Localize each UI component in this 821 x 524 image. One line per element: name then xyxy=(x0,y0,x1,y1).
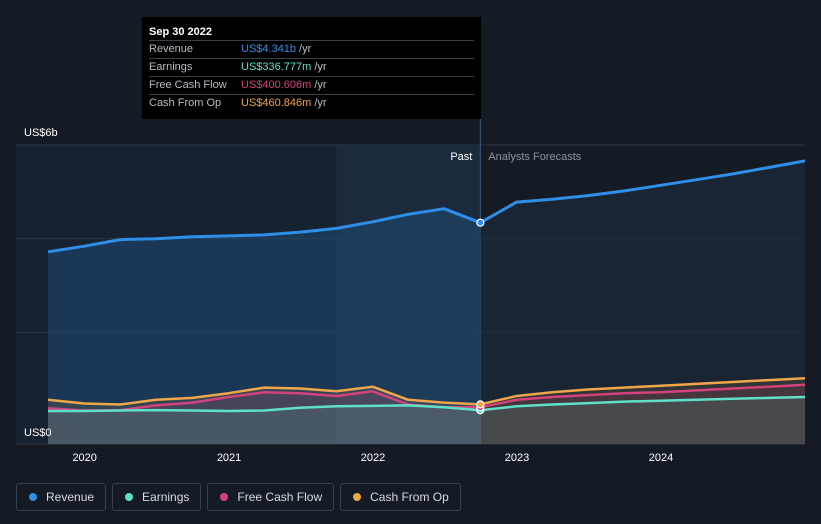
tooltip-unit: /yr xyxy=(299,43,312,55)
legend-dot-icon xyxy=(353,493,362,501)
legend-label: Cash From Op xyxy=(370,490,449,504)
chart-legend: Revenue Earnings Free Cash Flow Cash Fro… xyxy=(16,483,461,511)
series-line-earnings xyxy=(48,395,806,413)
legend-label: Free Cash Flow xyxy=(237,490,323,504)
revenue-area-forecast xyxy=(480,160,805,444)
tooltip-unit: /yr xyxy=(314,97,327,109)
tooltip-value: US$460.846m xyxy=(241,97,312,109)
series-line-revenue xyxy=(47,159,806,254)
legend-dot-icon xyxy=(220,493,229,501)
tooltip-row-free-cash-flow: Free Cash Flow US$400.606m /yr xyxy=(149,76,474,94)
legend-dot-icon xyxy=(29,493,37,501)
tooltip-row-cash-from-op: Cash From Op US$460.846m /yr xyxy=(149,94,474,112)
series-area-earnings xyxy=(48,397,805,444)
point-marker-revenue xyxy=(476,218,485,227)
tooltip-unit: /yr xyxy=(314,79,327,91)
tooltip-value: US$4.341b xyxy=(241,43,297,55)
revenue-area-past xyxy=(48,208,481,444)
point-marker-cash-from-op xyxy=(476,400,485,409)
tooltip-unit: /yr xyxy=(314,61,327,73)
tooltip-label: Earnings xyxy=(149,61,193,73)
forecast-label: Analysts Forecasts xyxy=(488,151,581,163)
legend-dot-icon xyxy=(125,493,134,501)
tooltip-value: US$400.606m xyxy=(241,79,312,91)
tooltip-row-earnings: Earnings US$336.777m /yr xyxy=(149,58,474,76)
x-tick-label: 2023 xyxy=(505,452,529,464)
y-axis-min-label: US$0 xyxy=(24,427,52,439)
tooltip-label: Free Cash Flow xyxy=(149,79,227,91)
series-line-cash-from-op xyxy=(47,376,806,406)
x-tick-label: 2020 xyxy=(72,452,96,464)
series-area-free-cash-flow xyxy=(48,384,805,444)
legend-item-free-cash-flow[interactable]: Free Cash Flow xyxy=(207,483,335,511)
legend-item-cash-from-op[interactable]: Cash From Op xyxy=(340,483,461,511)
past-label: Past xyxy=(450,151,472,163)
y-axis-max-label: US$6b xyxy=(24,127,58,139)
legend-item-revenue[interactable]: Revenue xyxy=(16,483,107,511)
tooltip-label: Revenue xyxy=(149,43,194,55)
tooltip-date: Sep 30 2022 xyxy=(149,26,212,38)
hover-tooltip: Sep 30 2022 Revenue US$4.341b /yr Earnin… xyxy=(142,17,481,119)
legend-label: Earnings xyxy=(142,490,190,504)
legend-item-earnings[interactable]: Earnings xyxy=(112,483,202,511)
x-tick-label: 2021 xyxy=(217,452,241,464)
tooltip-label: Cash From Op xyxy=(149,97,222,109)
x-tick-label: 2024 xyxy=(649,452,673,464)
tooltip-value: US$336.777m xyxy=(241,61,312,73)
tooltip-row-revenue: Revenue US$4.341b /yr xyxy=(149,40,474,58)
legend-label: Revenue xyxy=(46,490,95,504)
x-tick-label: 2022 xyxy=(361,452,385,464)
